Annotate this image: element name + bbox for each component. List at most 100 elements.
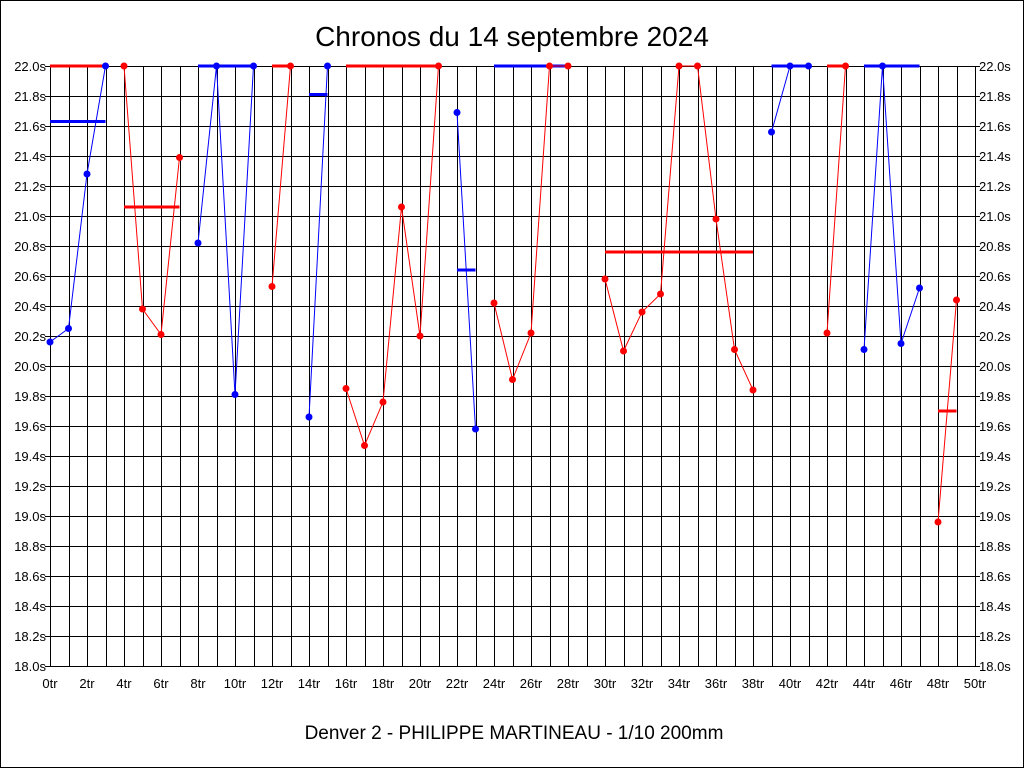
x-tick-label: 16tr (335, 676, 358, 691)
data-point (694, 62, 701, 70)
y-tick-label-right: 19.0s (979, 509, 1011, 524)
data-point (860, 346, 868, 353)
x-tick-label: 44tr (853, 676, 876, 691)
x-tick-label: 20tr (409, 676, 432, 691)
data-point (102, 62, 109, 70)
y-tick-label-left: 19.0s (14, 509, 46, 524)
y-tick-label-right: 20.6s (979, 269, 1011, 284)
data-point (638, 308, 646, 316)
data-point (472, 425, 479, 433)
y-tick-label-left: 21.4s (14, 149, 46, 164)
data-point (657, 290, 664, 298)
x-tick-label: 14tr (298, 676, 321, 691)
x-tick-label: 2tr (79, 676, 95, 691)
y-tick-label-left: 19.4s (14, 449, 46, 464)
y-tick-label-left: 20.2s (14, 329, 46, 344)
data-point (601, 275, 609, 283)
data-point (231, 391, 239, 398)
x-tick-label: 0tr (42, 676, 58, 691)
data-point (287, 62, 294, 70)
series-line (456, 112, 476, 430)
data-point (842, 62, 849, 70)
y-tick-label-left: 19.2s (14, 479, 46, 494)
data-point (268, 283, 276, 290)
series (46, 62, 960, 526)
y-tick-label-right: 20.4s (979, 299, 1011, 314)
x-tick-label: 10tr (224, 676, 247, 691)
data-point (139, 305, 146, 313)
y-tick-label-left: 19.8s (14, 389, 46, 404)
chart-subtitle: Denver 2 - PHILIPPE MARTINEAU - 1/10 200… (305, 723, 724, 744)
x-tick-label: 30tr (594, 676, 617, 691)
x-tick-label: 46tr (890, 676, 913, 691)
y-tick-label-left: 18.4s (14, 599, 46, 614)
y-tick-label-right: 21.4s (979, 149, 1011, 164)
data-point (675, 62, 683, 70)
y-tick-label-right: 21.2s (979, 179, 1011, 194)
y-tick-label-right: 21.8s (979, 89, 1011, 104)
data-point (620, 347, 627, 355)
series-line (345, 65, 439, 447)
data-point (250, 62, 257, 70)
data-point (934, 518, 942, 526)
data-point (509, 376, 516, 383)
y-tick-label-right: 19.6s (979, 419, 1011, 434)
y-tick-label-left: 19.6s (14, 419, 46, 434)
data-point (805, 62, 812, 70)
axis-labels: 0tr 2tr 4tr 6tr 8tr 10tr 12tr 14tr 16tr 18tr 20tr 2… (14, 59, 1011, 691)
x-tick-label: 34tr (668, 676, 691, 691)
y-tick-label-left: 20.4s (14, 299, 46, 314)
data-point (731, 346, 738, 353)
x-tick-label: 38tr (742, 676, 765, 691)
data-point (361, 442, 368, 449)
data-point (46, 338, 54, 346)
y-tick-label-left: 18.0s (14, 659, 46, 674)
data-point (897, 340, 905, 347)
y-tick-label-right: 18.2s (979, 629, 1011, 644)
series-line (123, 65, 180, 336)
chart-title: Chronos du 14 septembre 2024 (315, 21, 709, 52)
data-point (823, 329, 831, 337)
data-point (194, 239, 202, 247)
x-tick-label: 42tr (816, 676, 839, 691)
y-tick-label-left: 21.2s (14, 179, 46, 194)
data-point (490, 299, 498, 307)
y-tick-label-right: 21.6s (979, 119, 1011, 134)
x-tick-label: 36tr (705, 676, 728, 691)
y-tick-label-right: 21.0s (979, 209, 1011, 224)
data-point (435, 62, 442, 70)
y-tick-label-right: 20.0s (979, 359, 1011, 374)
data-point (879, 62, 886, 70)
data-point (749, 386, 757, 394)
data-point (453, 109, 461, 116)
y-tick-label-right: 19.8s (979, 389, 1011, 404)
y-tick-label-left: 18.6s (14, 569, 46, 584)
x-tick-label: 32tr (631, 676, 654, 691)
data-point (564, 62, 572, 70)
x-tick-label: 48tr (927, 676, 950, 691)
y-tick-label-right: 19.2s (979, 479, 1011, 494)
x-tick-label: 4tr (116, 676, 132, 691)
x-tick-label: 50tr (964, 676, 987, 691)
data-point (379, 398, 387, 406)
x-tick-label: 12tr (261, 676, 284, 691)
y-tick-label-right: 20.8s (979, 239, 1011, 254)
y-tick-label-left: 18.2s (14, 629, 46, 644)
x-tick-label: 28tr (557, 676, 580, 691)
data-point (527, 329, 535, 337)
series-line (826, 65, 846, 334)
y-tick-label-right: 18.4s (979, 599, 1011, 614)
data-point (83, 170, 91, 178)
data-point (176, 154, 183, 161)
data-point (546, 62, 553, 70)
series-line (863, 65, 920, 350)
series-line (197, 65, 254, 395)
y-tick-label-left: 20.0s (14, 359, 46, 374)
y-tick-label-right: 18.0s (979, 659, 1011, 674)
data-point (416, 332, 424, 340)
data-point (953, 296, 960, 304)
y-tick-label-right: 18.8s (979, 539, 1011, 554)
series-line (308, 65, 328, 418)
data-point (712, 215, 720, 223)
